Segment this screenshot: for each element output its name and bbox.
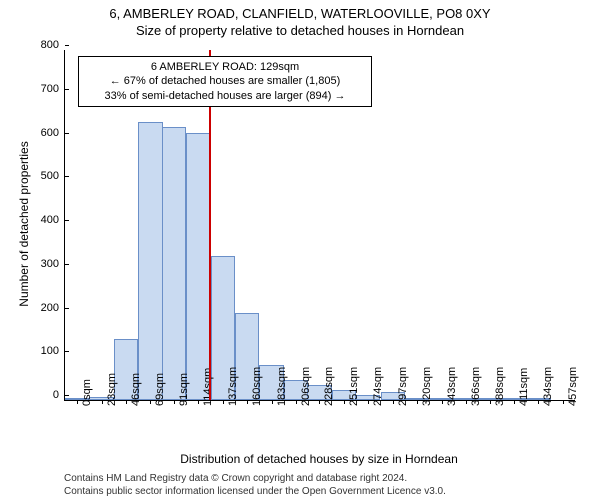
- histogram-bar: [186, 133, 210, 400]
- x-tick-label: 228sqm: [323, 367, 335, 406]
- x-tick-label: 366sqm: [470, 367, 482, 406]
- y-tick: 800: [41, 39, 65, 51]
- x-tick-label: 274sqm: [372, 367, 384, 406]
- x-tick-mark: [319, 400, 320, 404]
- footer-line2: Contains public sector information licen…: [64, 485, 446, 498]
- x-tick-mark: [198, 400, 199, 404]
- x-tick-mark: [296, 400, 297, 404]
- x-tick-label: 297sqm: [397, 367, 409, 406]
- chart-container: 6, AMBERLEY ROAD, CLANFIELD, WATERLOOVIL…: [0, 0, 600, 500]
- annotation-line2: ← 67% of detached houses are smaller (1,…: [85, 74, 365, 88]
- x-tick-mark: [563, 400, 564, 404]
- x-tick-mark: [150, 400, 151, 404]
- histogram-bar: [138, 122, 162, 400]
- x-tick-mark: [174, 400, 175, 404]
- y-tick: 500: [41, 170, 65, 182]
- x-tick-mark: [514, 400, 515, 404]
- x-tick-label: 457sqm: [567, 367, 579, 406]
- x-tick-mark: [538, 400, 539, 404]
- x-tick-mark: [344, 400, 345, 404]
- annotation-line1: 6 AMBERLEY ROAD: 129sqm: [85, 60, 365, 74]
- x-tick-mark: [442, 400, 443, 404]
- chart-subtitle: Size of property relative to detached ho…: [0, 21, 600, 38]
- x-tick-mark: [272, 400, 273, 404]
- x-tick-mark: [393, 400, 394, 404]
- x-tick-label: 114sqm: [202, 368, 214, 406]
- y-axis-label: Number of detached properties: [17, 74, 31, 374]
- x-tick-mark: [126, 400, 127, 404]
- x-tick-label: 0sqm: [81, 379, 93, 406]
- x-tick-mark: [417, 400, 418, 404]
- x-tick-label: 23sqm: [106, 373, 118, 406]
- x-axis-label: Distribution of detached houses by size …: [64, 452, 574, 466]
- x-tick-mark: [102, 400, 103, 404]
- y-tick: 0: [53, 389, 65, 401]
- x-tick-mark: [77, 400, 78, 404]
- x-tick-label: 91sqm: [178, 373, 190, 406]
- y-tick: 100: [41, 345, 65, 357]
- x-tick-label: 183sqm: [276, 367, 288, 406]
- x-tick-label: 320sqm: [421, 367, 433, 406]
- x-tick-label: 343sqm: [446, 367, 458, 406]
- x-tick-label: 137sqm: [227, 367, 239, 406]
- x-tick-label: 206sqm: [300, 367, 312, 406]
- y-tick: 300: [41, 258, 65, 270]
- x-tick-mark: [223, 400, 224, 404]
- histogram-bar: [162, 127, 186, 400]
- x-tick-label: 434sqm: [542, 367, 554, 406]
- x-tick-label: 46sqm: [130, 373, 142, 406]
- x-tick-label: 411sqm: [518, 368, 530, 406]
- y-tick: 600: [41, 127, 65, 139]
- y-tick: 400: [41, 214, 65, 226]
- annotation-box: 6 AMBERLEY ROAD: 129sqm ← 67% of detache…: [78, 56, 372, 107]
- annotation-line3: 33% of semi-detached houses are larger (…: [85, 89, 365, 103]
- chart-title-address: 6, AMBERLEY ROAD, CLANFIELD, WATERLOOVIL…: [0, 0, 600, 21]
- x-tick-mark: [368, 400, 369, 404]
- x-tick-label: 160sqm: [251, 367, 263, 406]
- x-tick-label: 388sqm: [494, 367, 506, 406]
- footer-line1: Contains HM Land Registry data © Crown c…: [64, 472, 446, 485]
- y-tick: 200: [41, 302, 65, 314]
- x-tick-label: 69sqm: [154, 373, 166, 406]
- x-tick-mark: [247, 400, 248, 404]
- x-tick-label: 251sqm: [348, 367, 360, 406]
- y-tick: 700: [41, 83, 65, 95]
- footer-attribution: Contains HM Land Registry data © Crown c…: [64, 472, 446, 498]
- x-tick-mark: [490, 400, 491, 404]
- x-tick-mark: [466, 400, 467, 404]
